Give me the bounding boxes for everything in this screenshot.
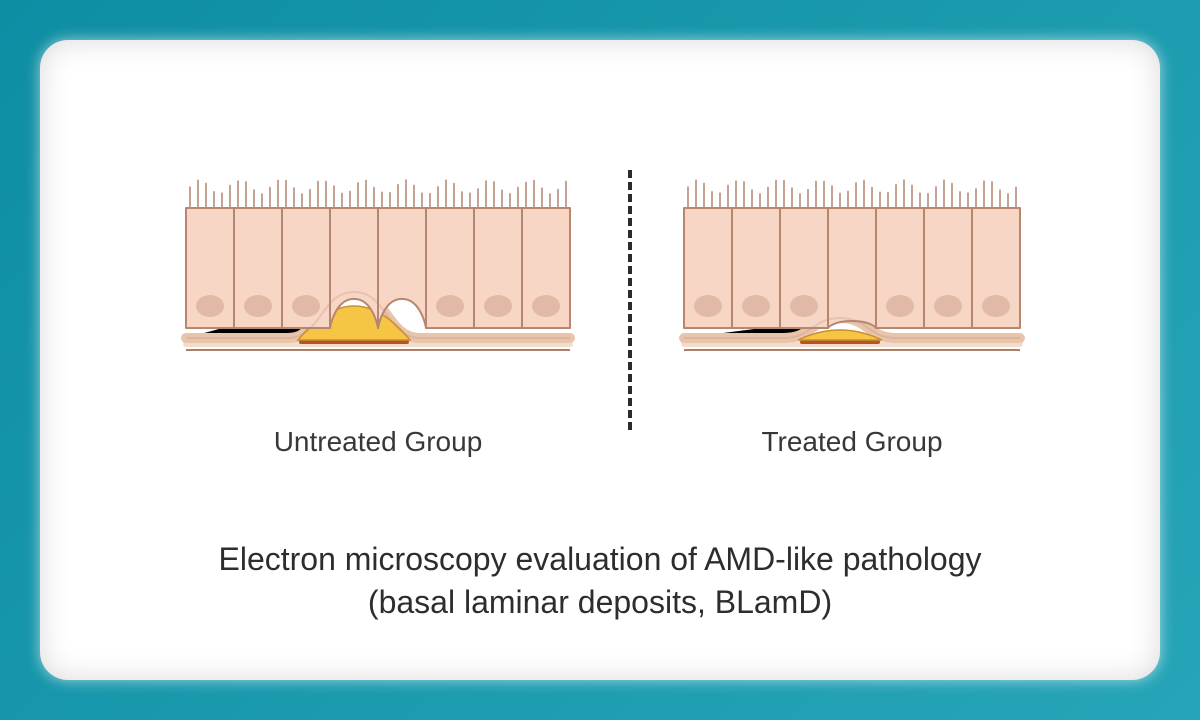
- teal-frame: Untreated Group Treated Group Electron m…: [0, 0, 1200, 720]
- content-card: Untreated Group Treated Group Electron m…: [40, 40, 1160, 680]
- panel-untreated: Untreated Group: [168, 160, 588, 458]
- figure-caption: Electron microscopy evaluation of AMD-li…: [218, 538, 981, 624]
- caption-line-2: (basal laminar deposits, BLamD): [218, 581, 981, 624]
- label-treated: Treated Group: [761, 426, 942, 458]
- label-untreated: Untreated Group: [274, 426, 483, 458]
- comparison-row: Untreated Group Treated Group: [40, 160, 1160, 458]
- vertical-divider: [628, 170, 632, 430]
- caption-line-1: Electron microscopy evaluation of AMD-li…: [218, 538, 981, 581]
- tissue-diagram-untreated: [168, 160, 588, 400]
- tissue-diagram-treated: [672, 160, 1032, 400]
- panel-treated: Treated Group: [672, 160, 1032, 458]
